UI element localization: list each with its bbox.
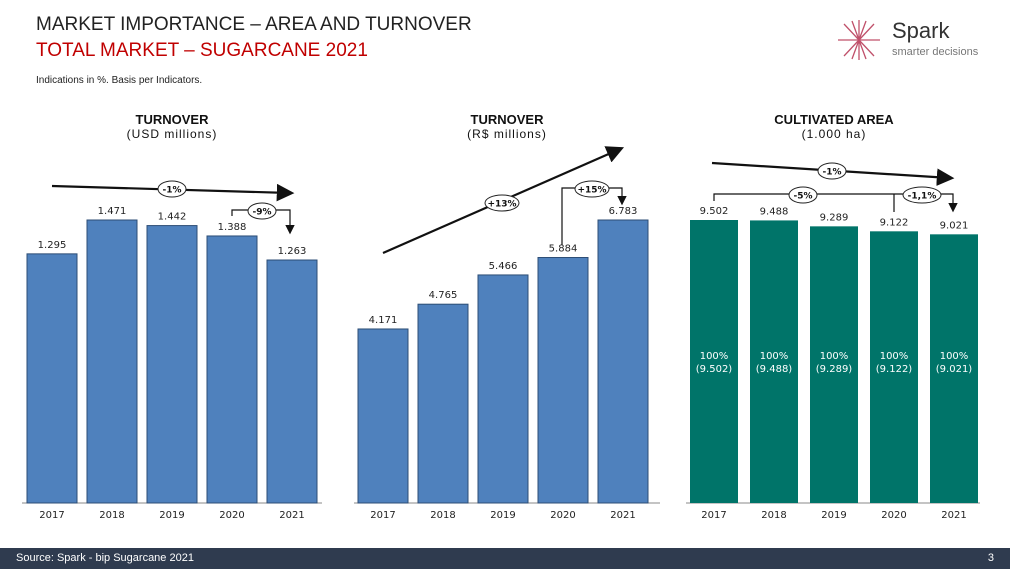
bar-2018 [750,220,798,503]
year-label: 2017 [701,510,726,521]
year-label: 2021 [941,510,966,521]
bar-2019 [810,226,858,504]
bar-2021 [930,234,978,503]
year-label: 2019 [490,510,515,521]
growth-badge [157,180,187,198]
footer-source: Source: Spark - bip Sugarcane 2021 [16,552,194,564]
chart3-title-text: CULTIVATED AREA [774,112,894,127]
spark-burst-icon [838,20,880,60]
chart3-title: CULTIVATED AREA (1.000 ha) [724,112,944,141]
growth-label: -9% [252,208,271,218]
chart2-unit: (R$ millions) [467,127,547,141]
growth-badge [574,180,610,198]
slide-title: MARKET IMPORTANCE – AREA AND TURNOVER [36,14,472,35]
value-label: 4.765 [429,290,458,301]
bar-2017 [357,328,409,504]
inner-label: 100% [940,351,969,362]
year-label: 2021 [279,510,304,521]
year-label: 2018 [761,510,786,521]
bar-2017 [26,253,78,504]
year-label: 2020 [881,510,906,521]
value-label: 5.884 [549,244,578,255]
logo-name: Spark [892,18,950,43]
bar-2021 [597,219,649,504]
growth-label: -1% [822,168,841,178]
growth-badge [788,186,818,204]
inner-label: (9.289) [816,364,853,375]
bar-2017 [690,220,738,503]
value-label: 6.783 [609,206,638,217]
year-label: 2017 [370,510,395,521]
slide-subtitle: TOTAL MARKET – SUGARCANE 2021 [36,40,368,61]
value-label: 1.295 [38,240,67,251]
value-label: 9.021 [940,220,969,231]
year-label: 2020 [550,510,575,521]
growth-badge [484,194,520,212]
value-label: 4.171 [369,315,398,326]
year-label: 2021 [610,510,635,521]
year-label: 2019 [821,510,846,521]
chart2-title: TURNOVER (R$ millions) [397,112,617,141]
bar-2019 [146,225,198,504]
bar-2020 [206,235,258,504]
growth-label: -1,1% [908,192,937,202]
bar-2021 [266,259,318,504]
bar-2018 [417,303,469,504]
chart1-title: TURNOVER (USD millions) [62,112,282,141]
inner-label: (9.122) [876,364,913,375]
value-label: 1.442 [158,212,187,223]
inner-label: 100% [760,351,789,362]
inner-label: 100% [700,351,729,362]
growth-label: +13% [487,200,516,210]
chart2-title-text: TURNOVER [470,112,544,127]
slide-note: Indications in %. Basis per Indicators. [36,75,203,86]
logo-tagline: smarter decisions [892,46,979,58]
chart1-unit: (USD millions) [126,127,218,141]
inner-label: (9.502) [696,364,733,375]
value-label: 1.388 [218,222,247,233]
value-label: 1.263 [278,246,307,257]
inner-label: (9.021) [936,364,973,375]
bar-2020 [537,257,589,504]
year-label: 2020 [219,510,244,521]
chart3-unit: (1.000 ha) [801,127,867,141]
growth-label: -1% [162,186,181,196]
growth-badge [817,162,847,180]
growth-badge [902,186,942,204]
value-label: 9.502 [700,206,729,217]
spark-logo: Spark smarter decisions [834,18,1004,62]
bar-2018 [86,219,138,504]
year-label: 2019 [159,510,184,521]
growth-badge [247,202,277,220]
charts-canvas: 1.295 2017 1.471 2018 1.442 2019 1.388 2020 1.26… [22,146,980,521]
chart1-title-text: TURNOVER [135,112,209,127]
year-label: 2018 [430,510,455,521]
value-label: 5.466 [489,261,518,272]
value-label: 9.488 [760,206,789,217]
value-label: 9.289 [820,212,849,223]
growth-label: -5% [793,192,812,202]
value-label: 1.471 [98,206,127,217]
inner-label: (9.488) [756,364,793,375]
growth-label: +15% [577,186,606,196]
bar-2020 [870,231,918,503]
page-number: 3 [987,552,994,564]
bar-2019 [477,274,529,504]
inner-label: 100% [820,351,849,362]
inner-label: 100% [880,351,909,362]
footer-bar: Source: Spark - bip Sugarcane 2021 3 [0,548,1010,569]
year-label: 2017 [39,510,64,521]
year-label: 2018 [99,510,124,521]
value-label: 9.122 [880,217,909,228]
